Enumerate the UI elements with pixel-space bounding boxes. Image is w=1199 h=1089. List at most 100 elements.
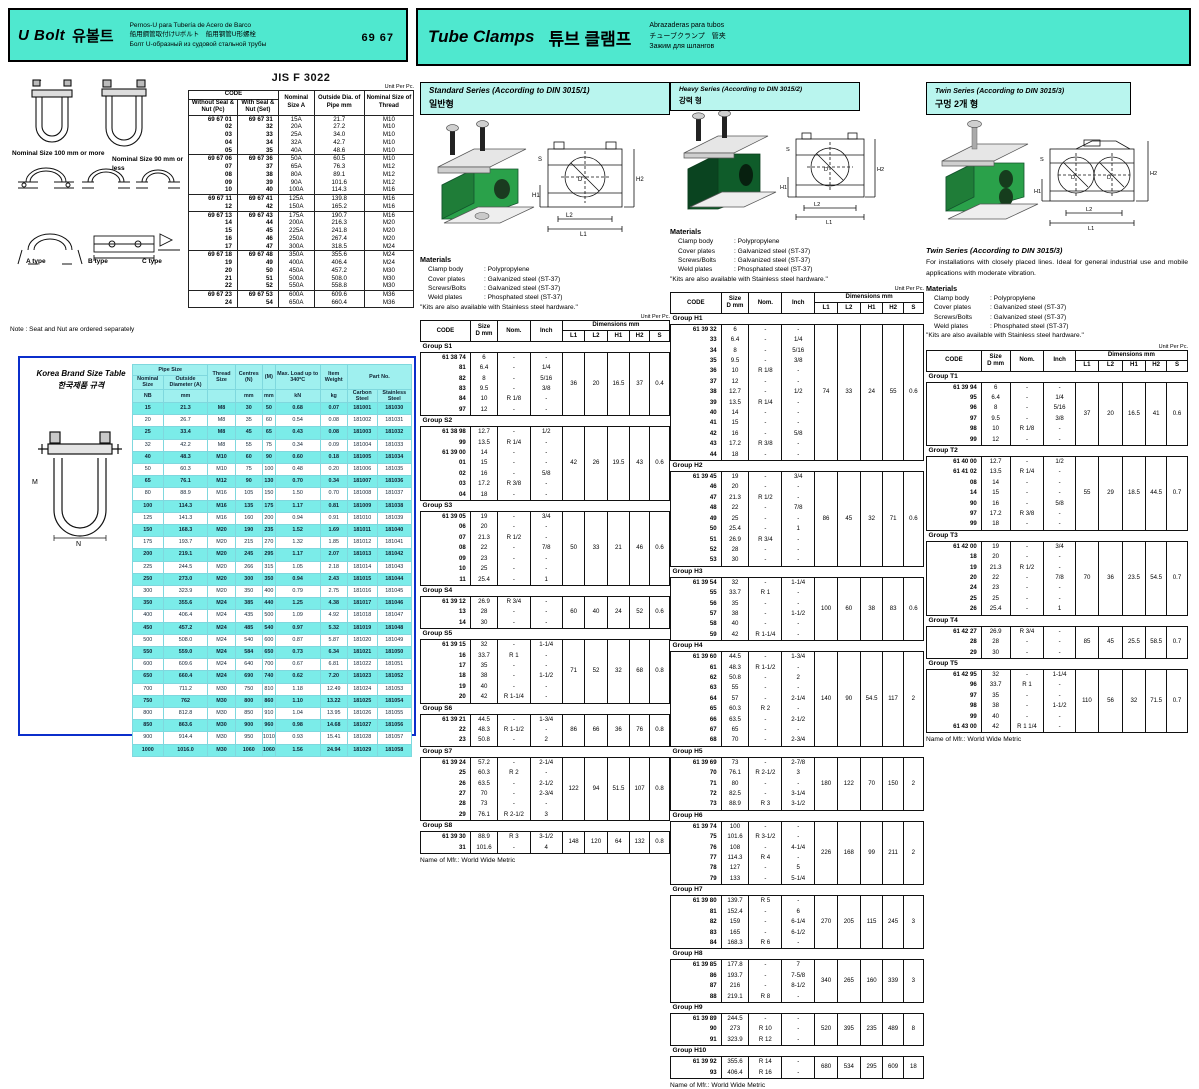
std-code: 28 <box>420 799 471 810</box>
std-dim-h2: 132 <box>629 831 651 855</box>
std-dim-l1: 86 <box>561 713 586 747</box>
m: 1010 <box>261 731 276 745</box>
hvy-dim-l2: 60 <box>836 576 861 642</box>
heavy-material-value: : Polypropylene <box>734 238 780 246</box>
std-nom: - <box>497 617 531 630</box>
hvy-inch: 3/4 <box>781 471 816 483</box>
table-row: 98 38-1-1/2 <box>926 701 1188 712</box>
twn-size-d: 6 <box>980 381 1011 393</box>
twn-code: 98 <box>926 424 982 435</box>
twin-series-banner: Twin Series (According to DIN 3015/3) 구멍… <box>926 82 1131 115</box>
std-inch: - <box>529 351 563 364</box>
hvy-nom: R 12 <box>748 1034 783 1047</box>
twin-materials-note: "Kits are also available with Stainless … <box>926 332 1084 340</box>
standard-material-value: : Galvanized steel (ST-37) <box>484 284 561 292</box>
hvy-inch: - <box>781 629 816 642</box>
hvy-size-d: 35 <box>720 598 750 609</box>
thread-size: M12 <box>363 178 415 187</box>
hvy-dim-l1: 140 <box>814 651 838 747</box>
std-nom: R 3/4 <box>497 595 531 608</box>
std-code: 23 <box>420 735 471 747</box>
table-row: 61 39 32 6- -74 33 24 55 0.6 <box>670 323 925 462</box>
m: 350 <box>261 572 276 587</box>
svg-text:L1: L1 <box>1088 226 1094 232</box>
twn-inch: 1-1/2 <box>1043 701 1076 712</box>
twin-material-value: : Galvanized steel (ST-37) <box>990 304 1067 312</box>
table-row: 69 67 01 69 67 31 15A 21.7 M10 <box>188 114 415 124</box>
code-with-seal: 40 <box>236 186 279 196</box>
hvy-nom: - <box>748 789 783 800</box>
outside-dia: 406.4 <box>313 259 365 267</box>
korea-unit-carbon: Carbon Steel <box>346 388 378 404</box>
table-row: 62 50.8-2 <box>670 672 924 684</box>
outside-diameter: 26.7 <box>162 414 209 428</box>
m: 400 <box>261 585 276 599</box>
hvy-dim-h2: 245 <box>882 895 904 950</box>
twn-th-l2: L2 <box>1098 360 1123 372</box>
std-inch: - <box>529 479 563 490</box>
std-code: 25 <box>420 768 471 779</box>
table-row: 56 35- - <box>670 598 924 609</box>
std-inch: - <box>529 532 563 544</box>
hvy-dim-s: 2 <box>902 756 925 811</box>
hvy-inch: - <box>781 1024 816 1035</box>
twn-group-header: Group T5 <box>926 657 1188 670</box>
twn-nom: - <box>1009 668 1045 681</box>
thread-size: M10 <box>363 123 415 131</box>
twin-material-label: Cover plates <box>934 304 972 312</box>
nominal-size: 500 <box>132 633 164 648</box>
table-row: 700 711.2 M30 750 810 1.18 12.49 181024 181053 <box>132 682 413 696</box>
table-row: 200 219.1 M20 245 295 1.17 2.07 181013 181042 <box>132 548 413 562</box>
twn-inch: 1-1/4 <box>1043 668 1076 681</box>
centres: 300 <box>234 572 263 587</box>
hvy-nom: R 1-1/2 <box>748 662 783 673</box>
twn-inch: - <box>1043 424 1076 435</box>
table-row: 61 39 12 26.9 R 3/4-60 40 24 52 0.6 <box>420 595 670 630</box>
table-row: 600 609.6 M24 640 700 0.67 6.81 181022 181051 <box>132 658 413 672</box>
twn-nom: - <box>1009 701 1045 712</box>
std-th-l1: L1 <box>561 330 586 342</box>
std-dim-h1: 64 <box>606 831 631 855</box>
std-nom: R 1 <box>497 650 531 661</box>
twn-nom: R 1 <box>1009 680 1045 691</box>
code-without-seal: 04 <box>188 138 238 147</box>
hvy-inch: 8-1/2 <box>781 981 816 992</box>
twn-nom: R 1 1/4 <box>1009 721 1045 734</box>
twn-code: 24 <box>926 583 982 594</box>
std-size-d: 30 <box>469 617 499 630</box>
table-row: 69 67 23 69 67 53 600A 609.6 M36 <box>188 289 415 299</box>
hvy-dim-l2: 205 <box>836 895 861 950</box>
part-no-carbon: 181005 <box>346 450 378 465</box>
outside-dia: 609.6 <box>313 289 365 299</box>
hvy-group-label: Group H7 <box>670 884 924 897</box>
hvy-size-d: 63.5 <box>720 714 750 726</box>
twn-code: 99 <box>926 434 982 446</box>
twn-inch: 5/16 <box>1043 403 1076 414</box>
table-row: 14 44 200A 216.3 M20 <box>188 219 415 227</box>
hvy-nom: - <box>748 418 783 429</box>
twn-dim-s: 0.7 <box>1166 456 1188 531</box>
item-weight: 1.69 <box>319 524 348 538</box>
twn-nom: R 3/8 <box>1009 509 1045 520</box>
std-dim-h1: 16.5 <box>606 351 631 417</box>
table-row: 19 49 400A 406.4 M24 <box>188 259 415 267</box>
table-row: 14 15- - <box>926 488 1188 499</box>
heavy-material-label: Weld plates <box>678 266 713 274</box>
korea-header-nominal-size: Nominal Size <box>132 375 164 390</box>
hvy-th-size: Size D mm <box>720 292 750 314</box>
thread-size: M16 <box>207 499 236 513</box>
std-dim-l2: 20 <box>584 351 608 417</box>
hvy-inch: - <box>781 1067 816 1079</box>
table-row: 15 45 225A 241.8 M20 <box>188 227 415 235</box>
twn-dim-l1: 37 <box>1074 381 1100 447</box>
hvy-size-d: 219.1 <box>720 991 750 1003</box>
std-nom: R 2-1/2 <box>497 809 531 822</box>
code-without-seal: 15 <box>188 227 238 235</box>
hvy-nom: - <box>748 1012 783 1025</box>
table-row: 71 80- - <box>670 778 924 790</box>
hvy-dim-h1: 115 <box>859 895 884 950</box>
svg-text:H1: H1 <box>780 185 787 191</box>
twn-nom: - <box>1009 711 1045 722</box>
twn-inch: 1 <box>1043 604 1076 616</box>
std-group-header: Group S1 <box>420 340 670 353</box>
